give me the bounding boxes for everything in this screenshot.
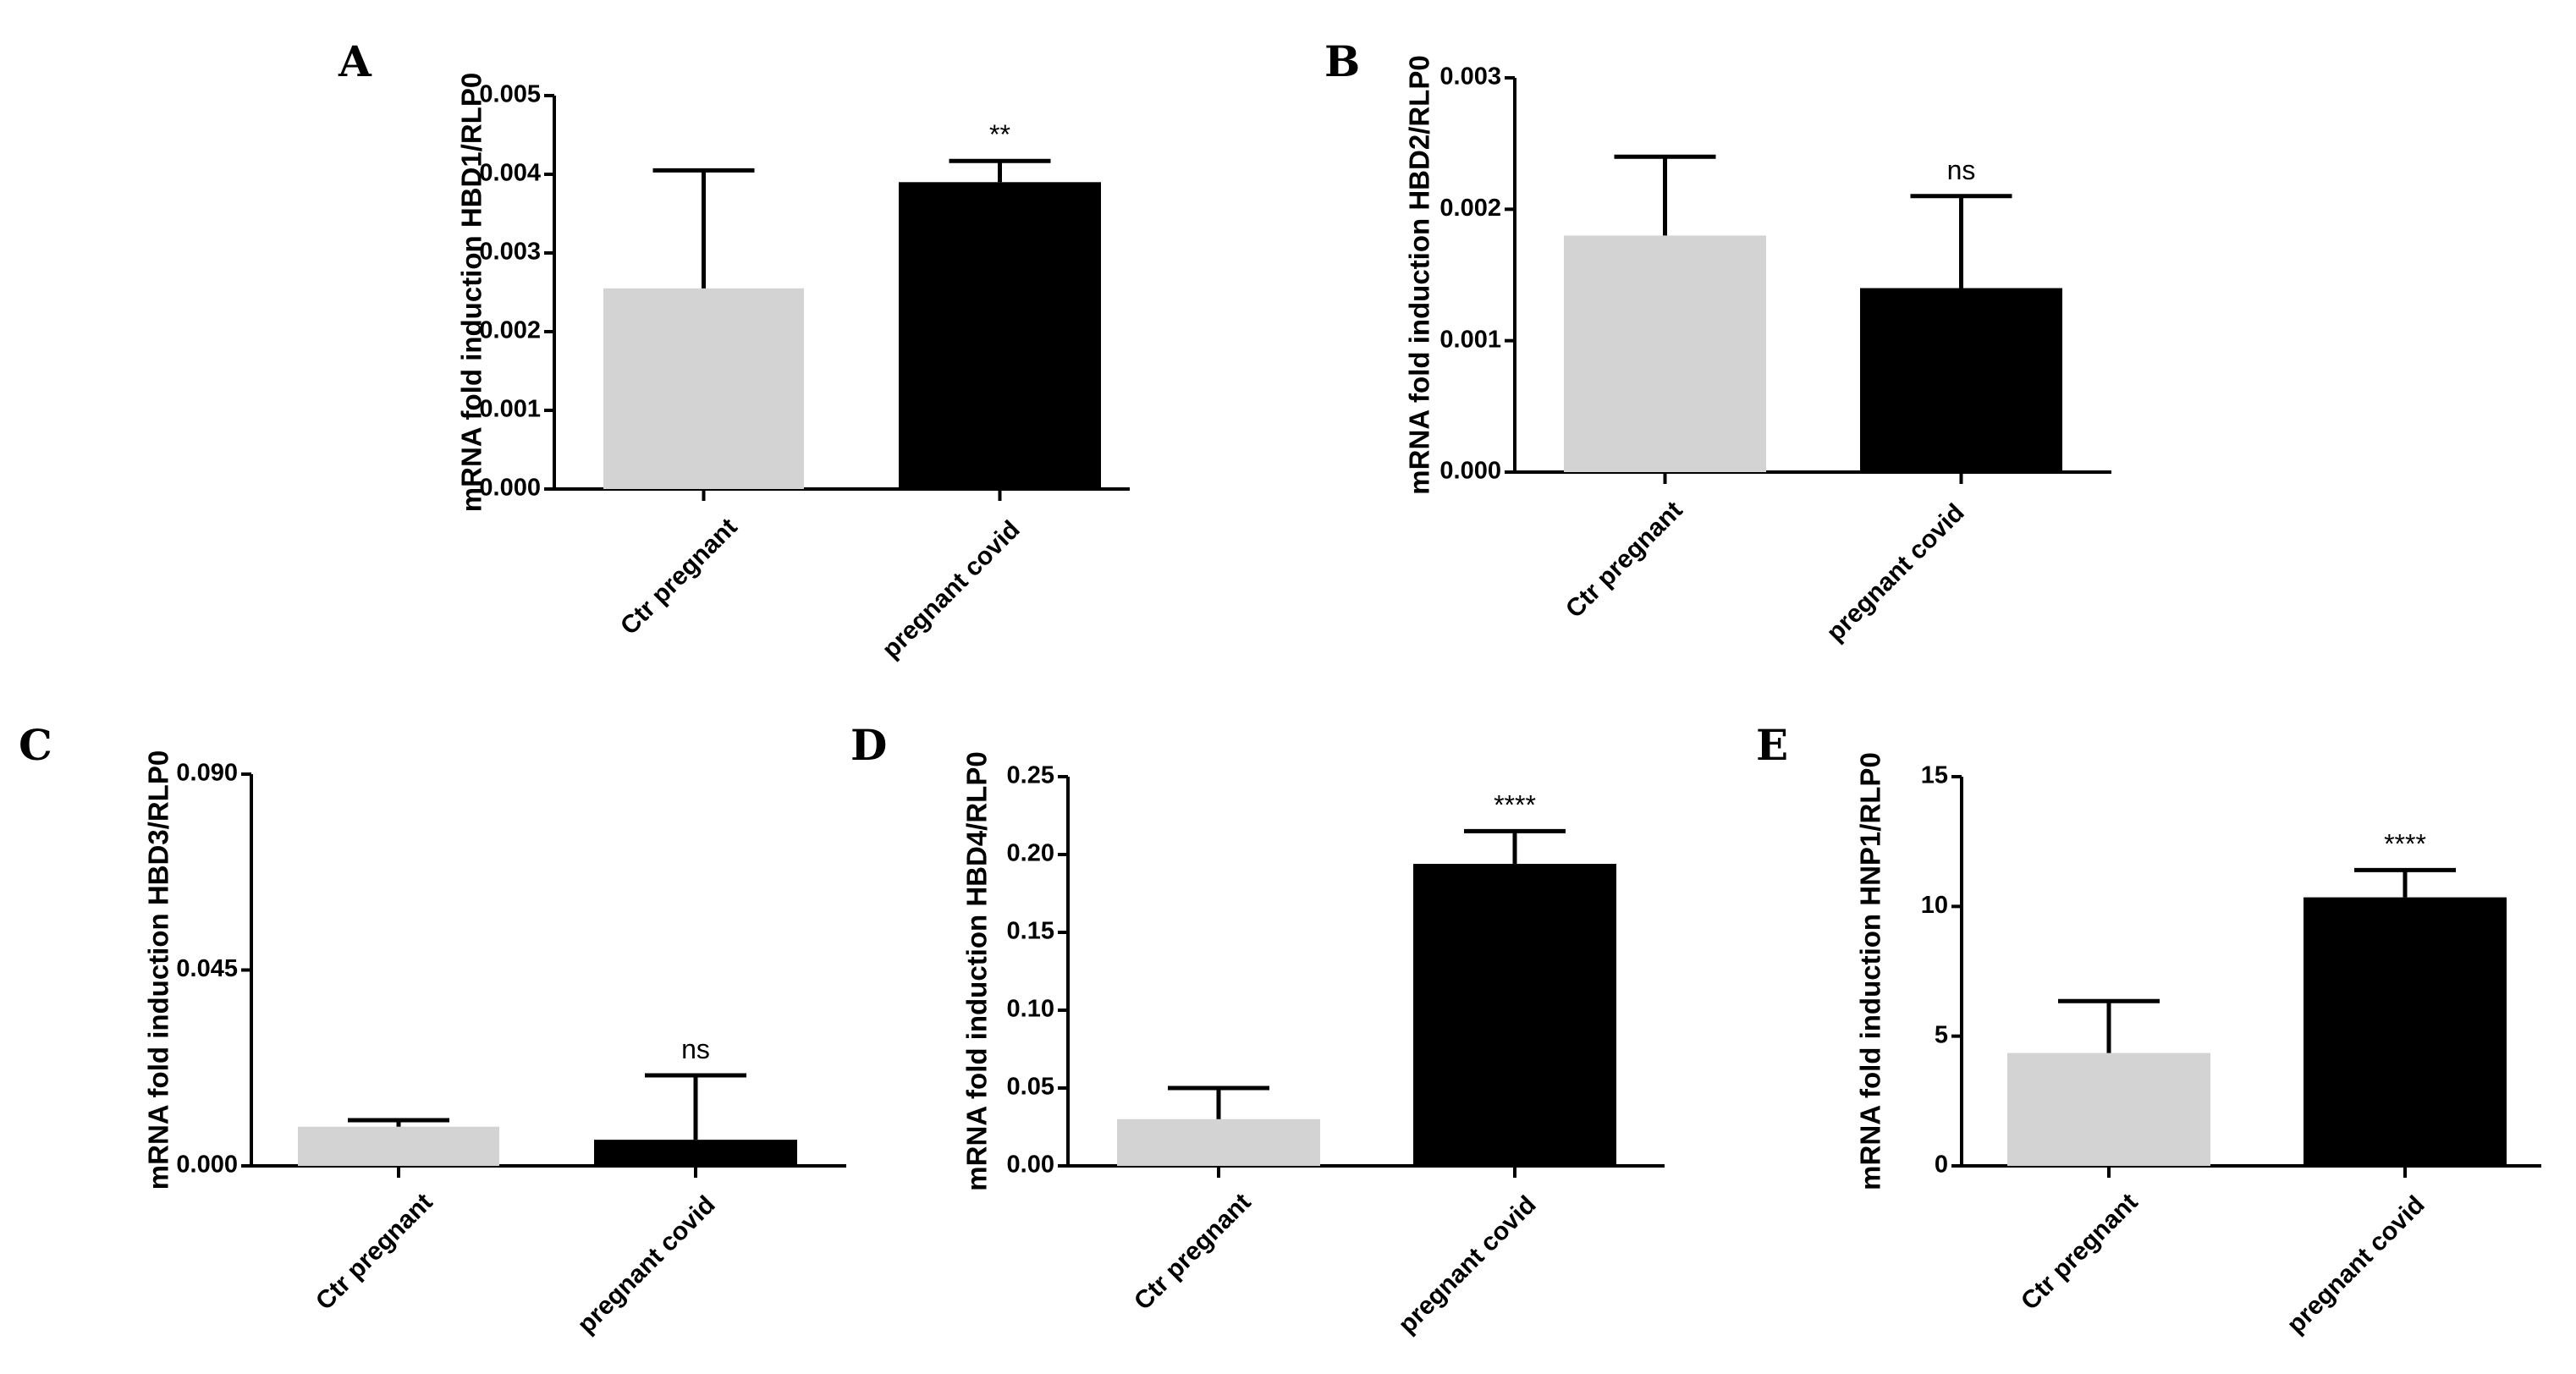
category-label: pregnant covid xyxy=(1393,1190,1541,1338)
y-tick-label: 0.10 xyxy=(1007,996,1054,1023)
y-tick-label: 0.15 xyxy=(1007,918,1054,945)
y-tick-label: 0.002 xyxy=(479,317,541,344)
panel-letter: D xyxy=(850,720,887,770)
y-tick-label: 0.002 xyxy=(1439,195,1501,222)
bar-ctr-pregnant xyxy=(298,1126,499,1166)
panel-letter: B xyxy=(1324,36,1360,86)
bar-pregnant-covid xyxy=(2304,897,2507,1166)
significance-annotation: ns xyxy=(1947,155,1976,185)
y-tick-label: 15 xyxy=(1921,762,1948,789)
bar-pregnant-covid xyxy=(899,182,1101,490)
y-tick-label: 0.090 xyxy=(176,760,238,787)
y-tick-label: 0.000 xyxy=(479,475,541,502)
category-label: pregnant covid xyxy=(2282,1190,2430,1338)
category-label: pregnant covid xyxy=(572,1190,720,1338)
y-tick-label: 0.001 xyxy=(479,396,541,423)
chart-panel-e: E 0 5 10 15 mRNA fold induction HNP1/RLP0 Ctr … xyxy=(1756,720,2541,1339)
panel-letter: A xyxy=(338,36,372,86)
bar-ctr-pregnant xyxy=(1117,1118,1320,1166)
y-axis-label: mRNA fold induction HBD3/RLP0 xyxy=(143,750,174,1190)
bar-pregnant-covid xyxy=(594,1140,797,1166)
y-tick-label: 5 xyxy=(1935,1021,1948,1048)
y-tick-label: 0.003 xyxy=(1439,63,1501,91)
y-tick-label: 0 xyxy=(1935,1151,1948,1179)
y-tick-label: 0.05 xyxy=(1007,1074,1054,1101)
y-tick-label: 0.000 xyxy=(1439,458,1501,485)
significance-annotation: ** xyxy=(989,119,1010,150)
category-label: Ctr pregnant xyxy=(2016,1188,2144,1316)
y-axis-label: mRNA fold induction HBD2/RLP0 xyxy=(1404,55,1435,494)
y-tick-label: 0.045 xyxy=(176,955,238,982)
y-axis-label: mRNA fold induction HNP1/RLP0 xyxy=(1855,752,1886,1190)
bar-ctr-pregnant xyxy=(2007,1052,2210,1166)
bar-ctr-pregnant xyxy=(1564,235,1766,472)
bar-pregnant-covid xyxy=(1413,864,1616,1166)
significance-annotation: **** xyxy=(1494,789,1536,820)
y-tick-label: 0.003 xyxy=(479,239,541,266)
category-label: Ctr pregnant xyxy=(1560,496,1688,624)
y-tick-label: 10 xyxy=(1921,892,1948,919)
category-label: pregnant covid xyxy=(877,515,1025,663)
y-axis-label: mRNA fold induction HBD1/RLP0 xyxy=(456,73,487,512)
bar-pregnant-covid xyxy=(1860,288,2062,472)
category-label: Ctr pregnant xyxy=(311,1188,438,1316)
significance-annotation: ns xyxy=(681,1034,710,1064)
chart-panel-d: D 0.00 0.05 0.10 0.15 0.20 0.25 mRNA fold induc… xyxy=(850,720,1665,1339)
category-label: pregnant covid xyxy=(1821,498,1969,646)
category-label: Ctr pregnant xyxy=(615,513,743,640)
y-tick-label: 0.000 xyxy=(176,1151,238,1179)
bar-ctr-pregnant xyxy=(603,288,804,489)
y-tick-label: 0.20 xyxy=(1007,840,1054,867)
y-tick-label: 0.25 xyxy=(1007,762,1054,789)
panel-letter: E xyxy=(1756,720,1788,770)
significance-annotation: **** xyxy=(2384,828,2426,859)
y-tick-label: 0.004 xyxy=(479,160,541,187)
y-axis-label: mRNA fold induction HBD4/RLP0 xyxy=(961,751,993,1190)
y-tick-label: 0.005 xyxy=(479,81,541,108)
y-tick-label: 0.00 xyxy=(1007,1151,1054,1179)
panel-letter: C xyxy=(19,720,52,770)
category-label: Ctr pregnant xyxy=(1129,1188,1257,1316)
y-tick-label: 0.001 xyxy=(1439,326,1501,353)
